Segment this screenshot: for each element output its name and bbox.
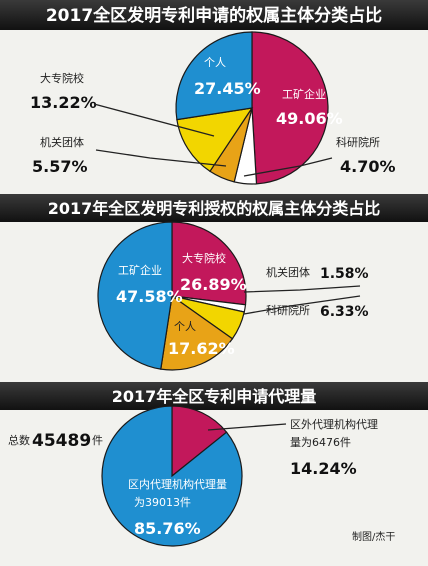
slice-label-inside: 区内代理机构代理量 <box>128 477 227 491</box>
slice-label-industrial: 工矿企业 <box>282 87 326 101</box>
total-label: 总数 <box>8 433 30 447</box>
leader-government <box>243 285 361 293</box>
total-unit: 件 <box>92 434 103 447</box>
slice-label-government: 机关团体 <box>266 265 310 279</box>
slice-industrial-enterprise <box>251 31 329 185</box>
leader-outside <box>207 423 287 431</box>
pie-chart-2: 大专院校 26.89% 工矿企业 47.58% 个人 17.62% 机关团体 1.58% 科研院… <box>97 221 369 371</box>
leader-government <box>95 149 227 167</box>
slice-label-government: 机关团体 <box>40 135 84 149</box>
slice-label-inside-line2: 为39013件 <box>134 496 191 509</box>
slice-label-college: 大专院校 <box>182 251 226 265</box>
slice-value-research: 6.33% <box>320 304 369 320</box>
title-bar-2 <box>0 194 428 222</box>
chart-1-title: 2017全区发明专利申请的权属主体分类占比 <box>46 5 382 26</box>
slice-label-research: 科研院所 <box>336 135 380 149</box>
leader-college <box>93 103 215 137</box>
slice-industrial-enterprise <box>97 221 173 370</box>
slice-value-college: 26.89% <box>180 275 247 294</box>
slice-label-college: 大专院校 <box>40 71 84 85</box>
slice-outside-agencies <box>171 405 228 478</box>
slice-value-government: 1.58% <box>320 266 369 282</box>
slice-value-industrial: 47.58% <box>116 287 183 306</box>
slice-value-industrial: 49.06% <box>276 109 343 128</box>
chart-2-title: 2017年全区发明专利授权的权属主体分类占比 <box>48 199 381 218</box>
slice-individual <box>160 294 234 371</box>
slice-value-research: 4.70% <box>340 157 396 176</box>
slice-value-individual: 27.45% <box>194 79 261 98</box>
slice-label-research: 科研院所 <box>266 303 310 317</box>
slice-value-individual: 17.62% <box>168 339 235 358</box>
total-value: 45489 <box>32 431 91 451</box>
slice-value-government: 5.57% <box>32 157 88 176</box>
slice-individual <box>175 31 253 121</box>
credit: 制图/杰干 <box>352 530 395 543</box>
slice-label-individual: 个人 <box>204 56 226 69</box>
slice-label-outside-line2: 量为6476件 <box>290 436 351 449</box>
slice-college <box>171 221 247 306</box>
slice-label-outside: 区外代理机构代理 <box>290 417 378 431</box>
slice-label-individual: 个人 <box>174 320 196 333</box>
slice-inside-agencies <box>101 405 243 547</box>
chart-3-title: 2017年全区专利申请代理量 <box>112 387 317 406</box>
leader-research <box>243 157 333 177</box>
slice-value-college: 13.22% <box>30 93 97 112</box>
slice-value-outside: 14.24% <box>290 459 357 478</box>
leader-research <box>243 295 361 315</box>
title-bar-3 <box>0 382 428 410</box>
title-bar-1 <box>0 0 428 30</box>
pie-chart-1: 工矿企业 49.06% 个人 27.45% 大专院校 13.22% 机关团体 5.57% 科研院… <box>30 31 396 185</box>
slice-value-inside: 85.76% <box>134 519 201 538</box>
slice-college <box>176 107 254 173</box>
slice-label-industrial: 工矿企业 <box>118 263 162 277</box>
